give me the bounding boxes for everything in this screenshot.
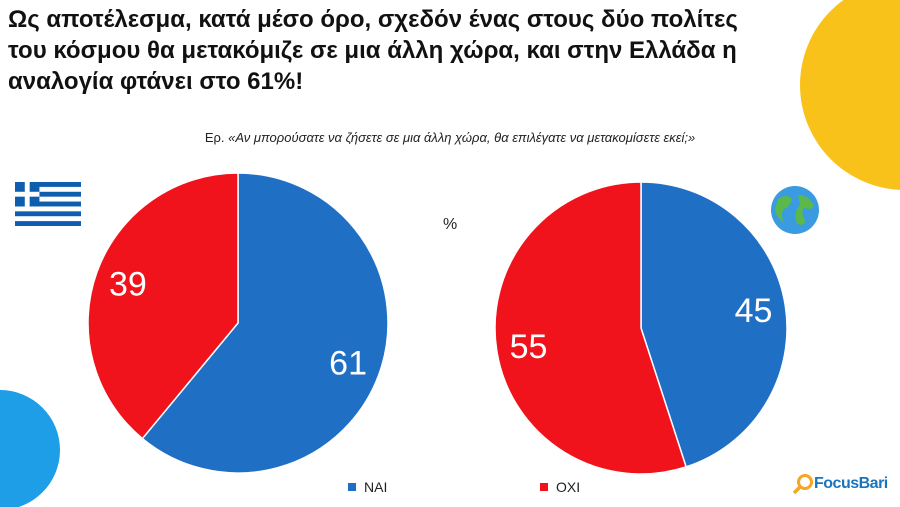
question-text: «Αν μπορούσατε να ζήσετε σε μια άλλη χώρ… <box>228 130 696 145</box>
magnifier-icon <box>792 474 813 495</box>
focusbari-logo: FocusBari <box>792 473 888 495</box>
legend-item-yes: NAI <box>348 479 387 495</box>
pie2-slice-nai <box>640 181 788 468</box>
decorative-blue-circle <box>0 390 60 507</box>
legend-swatch-no <box>540 483 548 491</box>
pie2-slice-oxi <box>494 181 688 475</box>
legend-label-no: OXI <box>556 479 581 495</box>
decorative-yellow-circle <box>800 0 900 190</box>
question-prefix: Ερ. <box>204 130 225 145</box>
pie1-slice-oxi <box>87 172 239 440</box>
slide-title: Ως αποτέλεσμα, κατά μέσο όρο, σχεδόν ένα… <box>8 6 738 95</box>
legend-item-no: OXI <box>540 479 580 495</box>
legend-swatch-yes <box>348 483 356 491</box>
pie2-label-nai: 45 <box>735 292 773 330</box>
pie1-slice-nai <box>141 172 389 474</box>
pie2-label-oxi: 55 <box>510 328 548 366</box>
greek-flag-icon <box>15 182 81 226</box>
logo-text: FocusBari <box>814 475 888 492</box>
unit-label: % <box>443 216 458 233</box>
survey-question: Ερ. «Αν μπορούσατε να ζήσετε σε μια άλλη… <box>150 128 750 147</box>
legend-label-yes: NAI <box>364 479 388 495</box>
pie1-label-nai: 61 <box>329 345 367 383</box>
pie1-label-oxi: 39 <box>109 265 147 303</box>
globe-icon <box>771 186 819 234</box>
